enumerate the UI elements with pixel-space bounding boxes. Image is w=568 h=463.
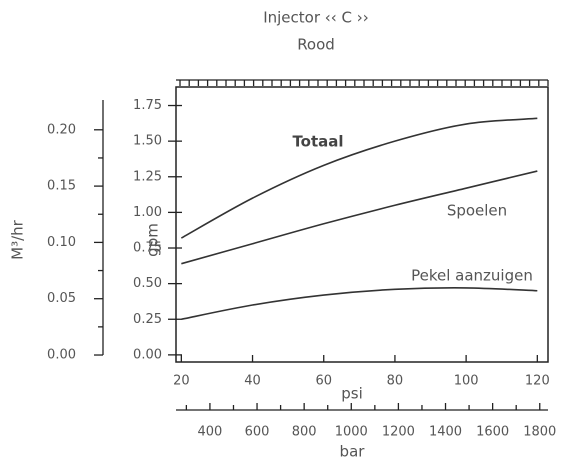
chart-title: Injector ‹‹ C ›› xyxy=(263,9,369,27)
series-label: Spoelen xyxy=(447,202,507,220)
series-line xyxy=(181,287,538,321)
plot-frame xyxy=(175,86,549,363)
x-tick-label: 120 xyxy=(525,374,550,389)
y2-tick-label: 0.10 xyxy=(47,235,76,250)
x2-axis-label: bar xyxy=(340,443,366,461)
x-tick-label: 100 xyxy=(454,374,479,389)
y-tick-label: 1.25 xyxy=(133,169,162,184)
y2-tick-label: 0.20 xyxy=(47,122,76,137)
x2-tick-label: 1800 xyxy=(523,425,556,440)
x2-tick-label: 1000 xyxy=(335,425,368,440)
x2-tick-label: 1600 xyxy=(476,425,509,440)
y-tick-label: 0.00 xyxy=(133,347,162,362)
y2-tick-label: 0.15 xyxy=(47,179,76,194)
y2-tick-label: 0.05 xyxy=(47,291,76,306)
x2-tick-label: 1200 xyxy=(382,425,415,440)
x-tick-label: 40 xyxy=(244,374,261,389)
y2-axis-label: M³/hr xyxy=(9,219,27,260)
y-axis-label: gpm xyxy=(144,223,162,257)
y-tick-label: 0.25 xyxy=(133,312,162,327)
series-line xyxy=(181,170,538,265)
y-tick-label: 0.50 xyxy=(133,276,162,291)
x2-tick-label: 800 xyxy=(292,425,317,440)
x-tick-label: 20 xyxy=(173,374,190,389)
y2-tick-label: 0.00 xyxy=(47,348,76,363)
series-label: Totaal xyxy=(292,133,343,151)
x2-tick-label: 600 xyxy=(245,425,270,440)
series-line xyxy=(180,117,538,239)
y-tick-label: 1.75 xyxy=(133,98,162,113)
series-label: Pekel aanzuigen xyxy=(411,267,533,285)
y-tick-label: 0.75 xyxy=(133,241,162,256)
chart-subtitle: Rood xyxy=(297,36,335,54)
x2-tick-label: 1400 xyxy=(429,425,462,440)
y-tick-label: 1.00 xyxy=(133,205,162,220)
y-tick-label: 1.50 xyxy=(133,134,162,149)
x-tick-label: 60 xyxy=(315,374,332,389)
x2-tick-label: 400 xyxy=(198,425,223,440)
x-axis-label: psi xyxy=(341,385,363,403)
x-tick-label: 80 xyxy=(387,374,404,389)
